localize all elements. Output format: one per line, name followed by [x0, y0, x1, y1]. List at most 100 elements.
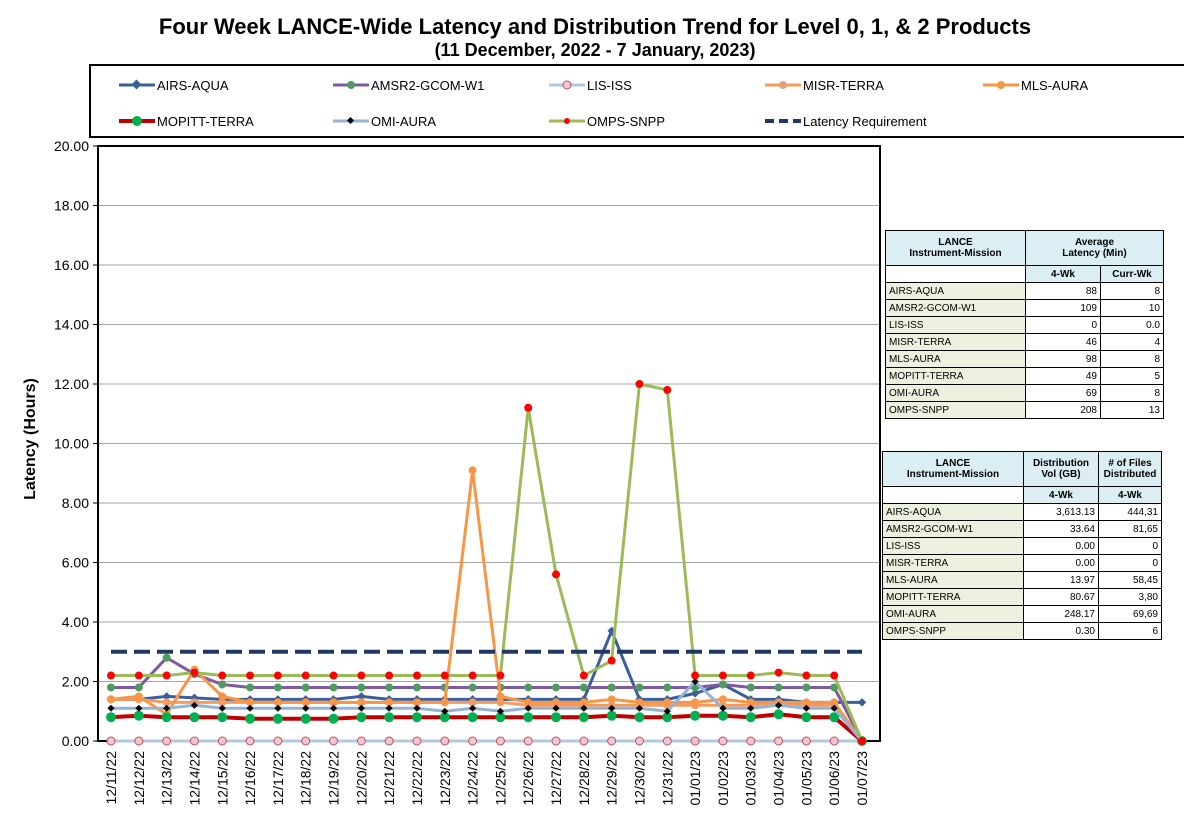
data-point [218, 671, 227, 680]
x-tick-label: 01/07/23 [854, 751, 870, 806]
data-point [468, 683, 477, 692]
data-point [385, 704, 393, 712]
data-point [747, 704, 755, 712]
data-point [385, 671, 394, 680]
row-value: 0 [1025, 316, 1101, 334]
data-point [802, 704, 810, 712]
data-point [495, 736, 505, 746]
row-value: 248.17 [1023, 605, 1099, 623]
data-point [467, 712, 478, 723]
distribution-table-body: AIRS-AQUA 3,613.13 444,31 AMSR2-GCOM-W1 33.6… [882, 503, 1162, 640]
data-point [746, 683, 755, 692]
data-point [329, 704, 338, 712]
data-point [329, 698, 338, 707]
data-point [774, 668, 783, 677]
data-point [496, 707, 504, 715]
row-value: 10 [1100, 299, 1164, 317]
legend-label: MOPITT-TERRA [157, 114, 254, 129]
data-point [635, 704, 644, 712]
data-point [301, 683, 310, 692]
legend-swatch [765, 81, 801, 89]
data-point [801, 712, 812, 723]
table-row: MLS-AURA 98 8 [885, 350, 1164, 368]
data-point [413, 704, 421, 712]
data-point [329, 683, 338, 692]
x-tick-label: 12/21/22 [381, 751, 397, 806]
row-value: 0.0 [1100, 316, 1164, 334]
data-point [690, 689, 700, 698]
table-row: MOPITT-TERRA 49 5 [885, 367, 1164, 385]
data-point [107, 671, 115, 680]
data-point [218, 704, 226, 712]
data-point [412, 736, 422, 746]
data-point [608, 704, 616, 712]
table-subheader: Curr-Wk [1100, 265, 1164, 283]
data-point [829, 736, 839, 746]
x-tick-label: 12/17/22 [270, 751, 286, 806]
data-point [412, 683, 421, 692]
data-point [329, 736, 339, 746]
row-value: 98 [1025, 350, 1101, 368]
data-point [635, 380, 644, 388]
row-value: 69 [1025, 384, 1101, 402]
x-tick-label: 12/15/22 [214, 751, 230, 806]
y-tick-label: 20.00 [54, 140, 89, 154]
row-value: 88 [1025, 282, 1101, 300]
data-point [439, 712, 450, 723]
x-tick-label: 12/11/22 [103, 751, 119, 805]
data-point [300, 713, 311, 724]
data-point [134, 671, 143, 680]
data-point [302, 704, 310, 712]
data-point [162, 653, 171, 662]
data-point [718, 680, 727, 689]
series-line [111, 656, 864, 742]
data-point [830, 671, 839, 680]
data-point [190, 701, 198, 709]
table-row: OMI-AURA 248.17 69,69 [882, 605, 1162, 623]
row-value: 33.64 [1023, 520, 1099, 538]
row-value: 3,80 [1098, 588, 1162, 606]
legend-label: MISR-TERRA [803, 78, 884, 93]
data-point [135, 704, 143, 712]
table-subheader: 4-Wk [1023, 486, 1099, 504]
data-point [217, 712, 228, 723]
row-label: MLS-AURA [885, 350, 1026, 368]
chart-plot: 0.00 2.00 4.00 6.00 8.00 10.00 12.00 14.00 16.00… [54, 140, 881, 806]
data-point [691, 671, 700, 680]
data-point [524, 403, 533, 412]
x-tick-label: 12/29/22 [604, 751, 620, 806]
data-point [718, 736, 728, 746]
data-point [745, 712, 756, 723]
row-value: 0 [1098, 537, 1162, 555]
data-point [106, 712, 116, 723]
data-point [718, 671, 727, 680]
row-label: MLS-AURA [882, 571, 1024, 589]
data-point [802, 698, 811, 707]
y-tick-label: 6.00 [62, 555, 89, 571]
row-label: MISR-TERRA [885, 333, 1026, 351]
y-tick-label: 18.00 [54, 198, 89, 214]
x-tick-label: 12/22/22 [409, 751, 425, 806]
table-header: # of Files Distributed [1098, 451, 1162, 487]
data-point [662, 712, 673, 723]
data-point [357, 671, 366, 680]
data-point [523, 736, 533, 746]
legend-label: OMI-AURA [371, 114, 436, 129]
x-tick-label: 01/02/23 [715, 751, 731, 806]
data-point [690, 710, 701, 721]
y-tick-label: 2.00 [62, 674, 89, 690]
row-value: 8 [1100, 282, 1164, 300]
data-point [189, 712, 200, 723]
data-point [301, 698, 310, 707]
table-row: OMPS-SNPP 0.30 6 [882, 622, 1162, 640]
table-row: LIS-ISS 0.00 0 [882, 537, 1162, 555]
data-point [274, 704, 282, 712]
row-value: 109 [1025, 299, 1101, 317]
data-point [273, 736, 283, 746]
table-row: AMSR2-GCOM-W1 33.64 81,65 [882, 520, 1162, 538]
row-label: OMPS-SNPP [882, 622, 1024, 640]
data-point [496, 698, 505, 707]
row-label: MOPITT-TERRA [885, 367, 1026, 385]
data-point [830, 704, 838, 712]
data-point [858, 737, 866, 745]
